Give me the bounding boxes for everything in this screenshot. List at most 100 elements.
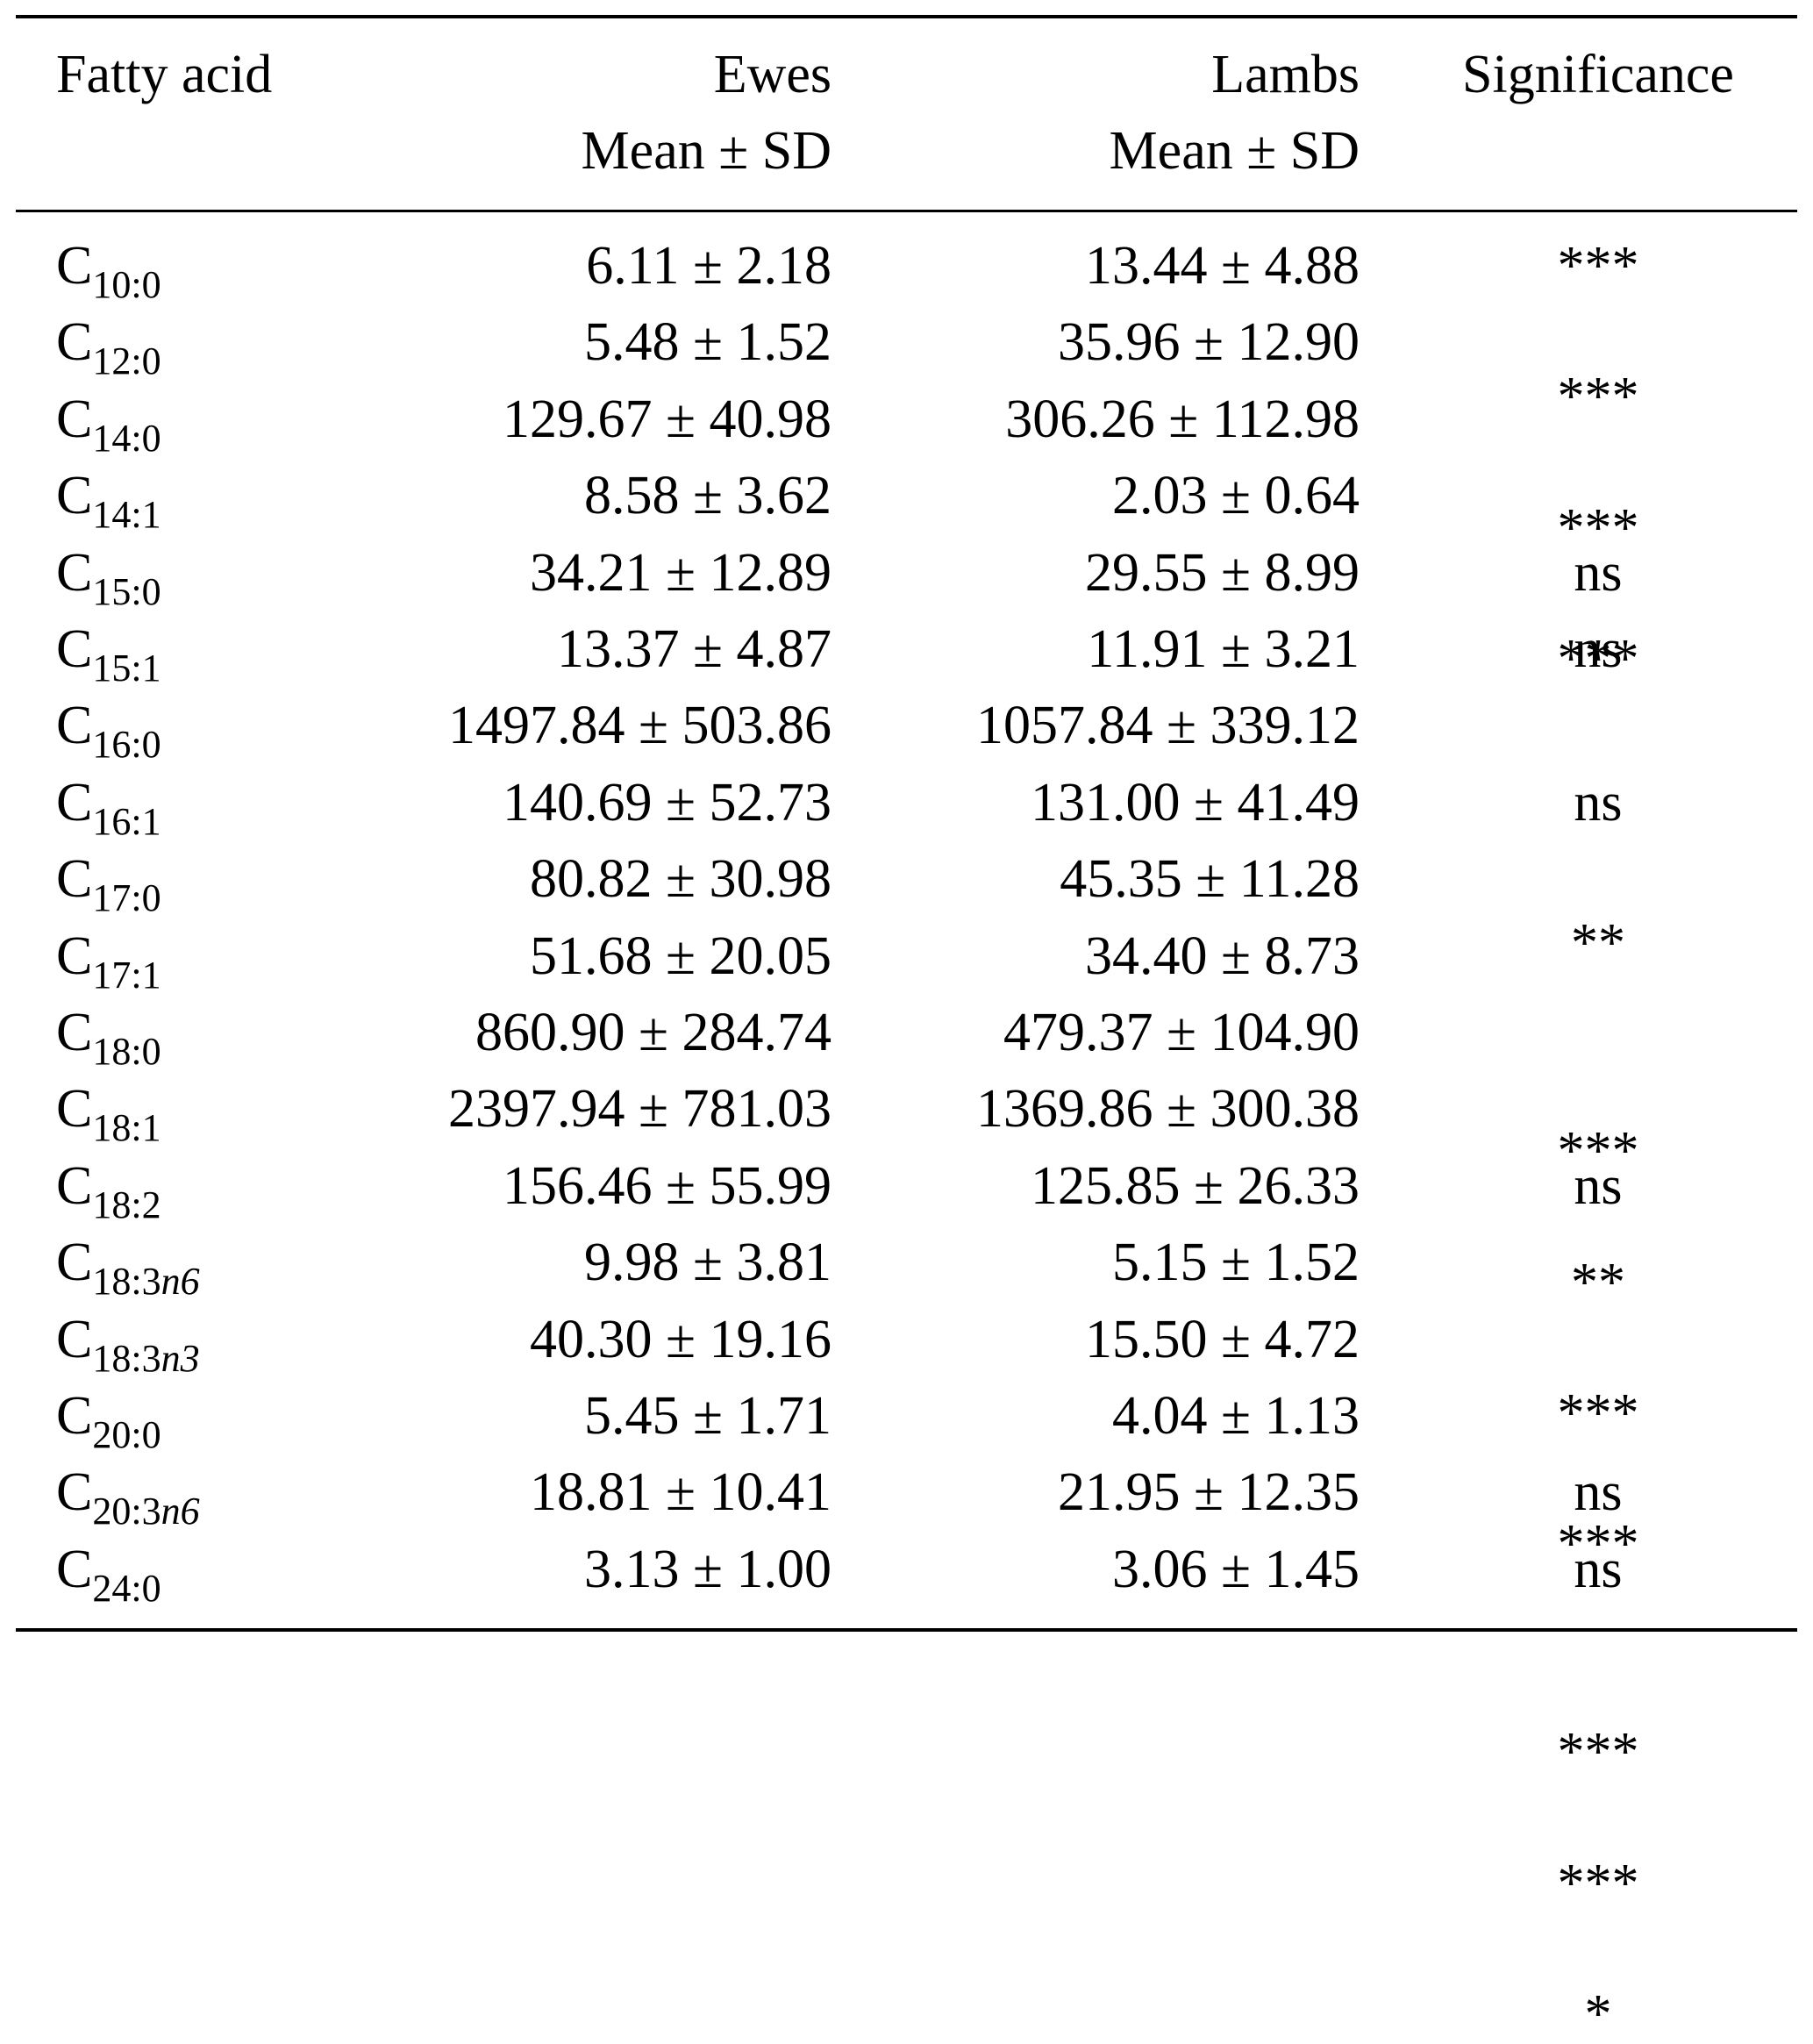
fatty-acid-base: C: [56, 1003, 92, 1062]
lambs-value: 35.96 ± 12.90: [1058, 315, 1360, 369]
subscript-chain: 16:1: [92, 800, 161, 843]
fatty-acid-label: C18:1: [56, 1082, 161, 1136]
fatty-acid-label: C15:1: [56, 622, 161, 676]
fatty-acid-base: C: [56, 696, 92, 755]
fatty-acid-base: C: [56, 849, 92, 909]
fatty-acid-subscript: 17:1: [92, 954, 161, 997]
fatty-acid-subscript: 12:0: [92, 339, 161, 382]
fatty-acid-subscript: 24:0: [92, 1567, 161, 1610]
fatty-acid-label: C15:0: [56, 546, 161, 600]
subscript-chain: 16:0: [92, 723, 161, 766]
fatty-acid-subscript: 15:0: [92, 570, 161, 613]
fatty-acid-base: C: [56, 236, 92, 296]
ewes-value: 5.48 ± 1.52: [584, 315, 832, 369]
fatty-acid-label: C18:3n6: [56, 1235, 200, 1290]
table-top-rule: [16, 15, 1797, 18]
fatty-acid-base: C: [56, 1386, 92, 1446]
lambs-value: 21.95 ± 12.35: [1058, 1465, 1360, 1519]
subscript-chain: 17:0: [92, 876, 161, 919]
significance-value: ns: [1574, 775, 1622, 830]
subscript-chain: 18:3: [92, 1260, 161, 1303]
lambs-value: 15.50 ± 4.72: [1085, 1312, 1360, 1367]
subscript-chain: 14:1: [92, 493, 161, 536]
ewes-value: 2397.94 ± 781.03: [448, 1082, 832, 1136]
lambs-value: 4.04 ± 1.13: [1112, 1389, 1360, 1443]
header-lambs-sub: Mean ± SD: [1110, 124, 1360, 178]
fatty-acid-label: C17:0: [56, 852, 161, 906]
fatty-acid-subscript: 10:0: [92, 263, 161, 306]
header-fatty-acid: Fatty acid: [56, 47, 272, 102]
fatty-acid-base: C: [56, 1462, 92, 1522]
fatty-acid-label: C12:0: [56, 315, 161, 369]
significance-value: *: [692, 1987, 1813, 2041]
ewes-value: 1497.84 ± 503.86: [448, 698, 832, 753]
header-ewes: Ewes: [714, 47, 832, 102]
lambs-value: 11.91 ± 3.21: [1087, 622, 1360, 676]
fatty-acid-label: C16:1: [56, 775, 161, 830]
subscript-chain: 15:0: [92, 570, 161, 613]
fatty-acid-base: C: [56, 1310, 92, 1369]
subscript-chain: 18:2: [92, 1183, 161, 1226]
fatty-acid-subscript: 16:1: [92, 800, 161, 843]
lambs-value: 306.26 ± 112.98: [1005, 392, 1360, 447]
subscript-omega: n3: [161, 1337, 200, 1380]
fatty-acid-label: C17:1: [56, 929, 161, 983]
fatty-acid-subscript: 14:0: [92, 417, 161, 460]
fatty-acid-subscript: 17:0: [92, 876, 161, 919]
ewes-value: 5.45 ± 1.71: [584, 1389, 832, 1443]
fatty-acid-base: C: [56, 1156, 92, 1216]
significance-value: ***: [692, 239, 1813, 293]
subscript-chain: 17:1: [92, 954, 161, 997]
fatty-acid-subscript: 18:2: [92, 1183, 161, 1226]
subscript-chain: 18:0: [92, 1030, 161, 1073]
fatty-acid-label: C18:2: [56, 1159, 161, 1213]
fatty-acid-label: C14:0: [56, 392, 161, 447]
fatty-acid-label: C16:0: [56, 698, 161, 753]
subscript-omega: n6: [161, 1260, 200, 1303]
fatty-acid-label: C18:0: [56, 1005, 161, 1060]
fatty-acid-subscript: 18:1: [92, 1106, 161, 1149]
fatty-acid-subscript: 18:3n3: [92, 1337, 199, 1380]
fatty-acid-label: C20:3n6: [56, 1465, 200, 1519]
header-lambs: Lambs: [1211, 47, 1360, 102]
ewes-value: 13.37 ± 4.87: [557, 622, 832, 676]
fatty-acid-subscript: 15:1: [92, 647, 161, 690]
lambs-value: 1057.84 ± 339.12: [976, 698, 1360, 753]
header-ewes-sub: Mean ± SD: [582, 124, 832, 178]
header-significance: Significance: [1462, 47, 1734, 102]
fatty-acid-subscript: 18:0: [92, 1030, 161, 1073]
ewes-value: 34.21 ± 12.89: [530, 546, 832, 600]
fatty-acid-subscript: 14:1: [92, 493, 161, 536]
fatty-acid-base: C: [56, 773, 92, 833]
subscript-chain: 12:0: [92, 339, 161, 382]
fatty-acid-base: C: [56, 1079, 92, 1139]
table-header-rule: [16, 210, 1797, 212]
fatty-acid-base: C: [56, 390, 92, 449]
lambs-value: 45.35 ± 11.28: [1060, 852, 1360, 906]
lambs-value: 479.37 ± 104.90: [1003, 1005, 1360, 1060]
fatty-acid-label: C18:3n3: [56, 1312, 200, 1367]
lambs-value: 5.15 ± 1.52: [1112, 1235, 1360, 1290]
significance-value: ns: [1574, 1159, 1622, 1213]
fatty-acid-base: C: [56, 926, 92, 986]
table-bottom-rule: [16, 1628, 1797, 1632]
subscript-omega: n6: [161, 1490, 200, 1533]
lambs-value: 1369.86 ± 300.38: [976, 1082, 1360, 1136]
significance-value: ns: [1574, 1542, 1622, 1597]
lambs-value: 131.00 ± 41.49: [1031, 775, 1360, 830]
fatty-acid-label: C14:1: [56, 468, 161, 523]
ewes-value: 51.68 ± 20.05: [530, 929, 832, 983]
fatty-acid-base: C: [56, 312, 92, 372]
subscript-chain: 15:1: [92, 647, 161, 690]
subscript-chain: 20:0: [92, 1413, 161, 1456]
ewes-value: 129.67 ± 40.98: [503, 392, 832, 447]
ewes-value: 3.13 ± 1.00: [584, 1542, 832, 1597]
subscript-chain: 10:0: [92, 263, 161, 306]
ewes-value: 40.30 ± 19.16: [530, 1312, 832, 1367]
ewes-value: 156.46 ± 55.99: [503, 1159, 832, 1213]
subscript-chain: 20:3: [92, 1490, 161, 1533]
subscript-chain: 24:0: [92, 1567, 161, 1610]
fatty-acid-label: C24:0: [56, 1542, 161, 1597]
